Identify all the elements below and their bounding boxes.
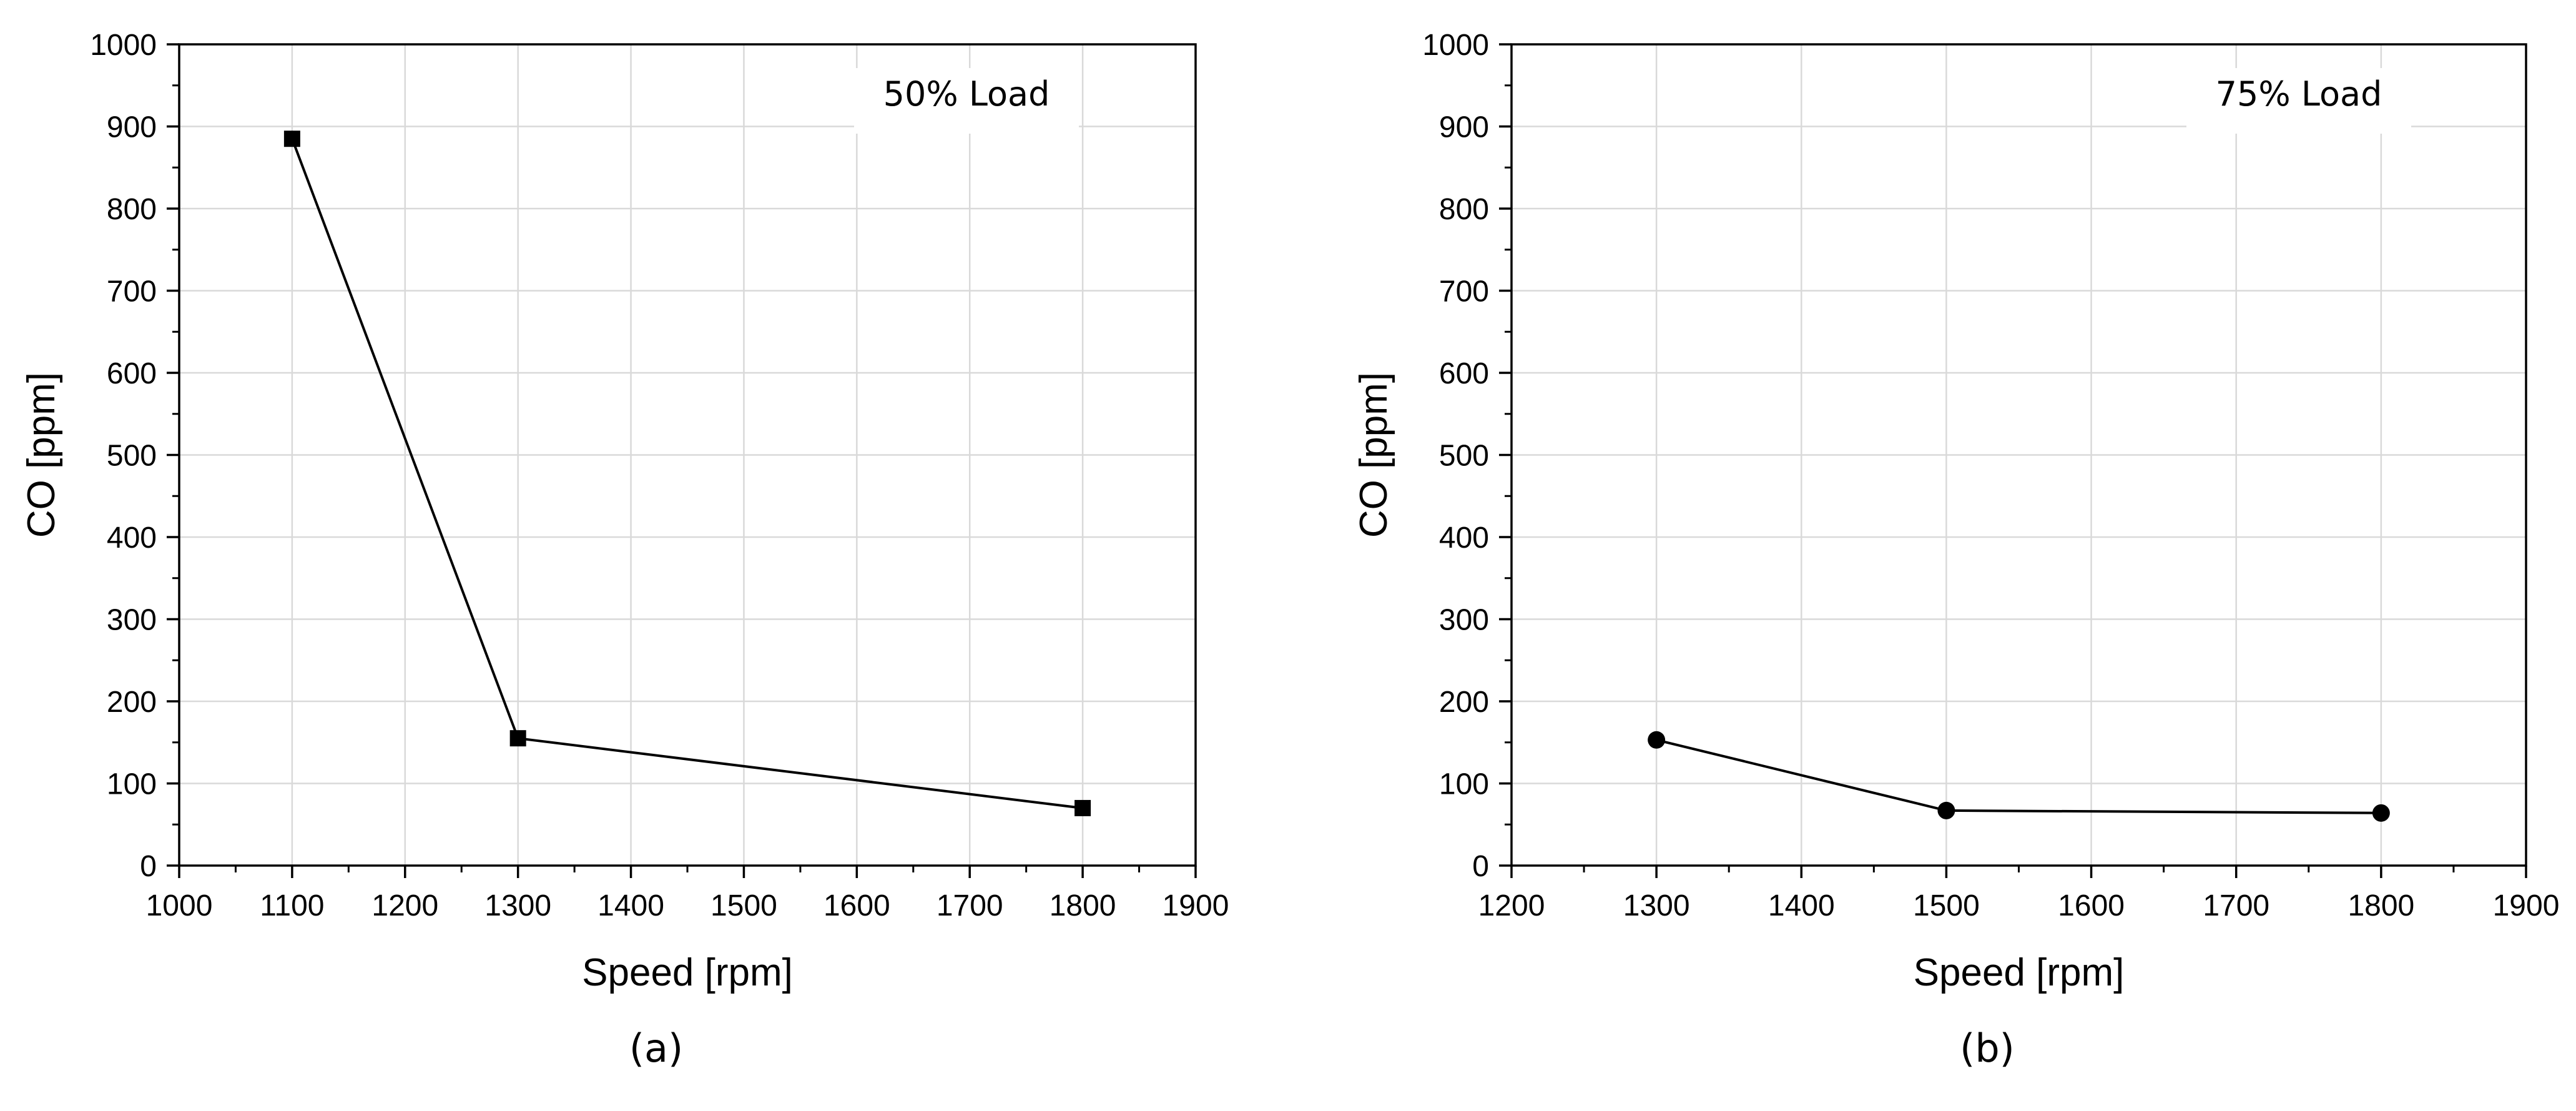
y-tick-label: 600	[1439, 357, 1489, 390]
y-tick-label: 0	[1472, 850, 1489, 883]
legend-label: 75% Load	[2216, 74, 2382, 114]
x-tick-label: 1300	[484, 889, 551, 922]
x-tick-label: 1300	[1623, 889, 1690, 922]
legend-box	[2186, 68, 2411, 134]
y-tick-label: 700	[1439, 275, 1489, 309]
series-line	[1656, 738, 2381, 814]
y-tick-label: 200	[1439, 686, 1489, 719]
data-point	[1648, 731, 1666, 749]
x-axis-label: Speed [rpm]	[582, 951, 793, 994]
x-tick-label: 1600	[2058, 889, 2125, 922]
y-tick-label: 100	[107, 768, 157, 801]
x-tick-label: 1100	[260, 889, 324, 922]
x-tick-label: 1900	[1163, 889, 1229, 922]
x-tick-label: 1700	[2203, 889, 2269, 922]
x-tick-label: 1200	[371, 889, 438, 922]
x-tick-label: 1500	[1913, 889, 1980, 922]
x-tick-label: 1500	[710, 889, 777, 922]
y-tick-label: 400	[107, 521, 157, 555]
data-point	[509, 730, 526, 747]
y-tick-label: 500	[1439, 440, 1489, 473]
data-point	[283, 131, 300, 147]
y-tick-label: 900	[107, 111, 157, 144]
y-tick-label: 1000	[1422, 29, 1489, 62]
x-tick-label: 1400	[1768, 889, 1835, 922]
y-tick-label: 800	[107, 193, 157, 226]
chart-panel-b: 75% Load 1200 1300 1400 1500 1600 1700 1800 1900…	[1352, 29, 2559, 1071]
legend-box	[854, 68, 1079, 134]
x-tick-label: 1900	[2493, 889, 2560, 922]
y-axis-label: CO [ppm]	[1352, 372, 1395, 538]
x-tick-label: 1400	[597, 889, 664, 922]
data-point	[2372, 804, 2390, 822]
y-tick-label: 300	[1439, 604, 1489, 637]
y-tick-label: 300	[107, 604, 157, 637]
x-axis-label: Speed [rpm]	[1914, 951, 2125, 994]
data-point	[1074, 799, 1091, 816]
legend-label: 50% Load	[883, 74, 1050, 114]
x-tick-label: 1200	[1478, 889, 1545, 922]
y-tick-label: 800	[1439, 193, 1489, 226]
x-tick-label: 1800	[1050, 889, 1116, 922]
y-tick-label: 0	[140, 850, 157, 883]
y-axis-label: CO [ppm]	[20, 372, 63, 538]
x-tick-label: 1000	[146, 889, 213, 922]
series-line	[291, 138, 1083, 809]
panel-label: (a)	[629, 1025, 683, 1071]
x-tick-label: 1600	[823, 889, 890, 922]
y-tick-label: 200	[107, 686, 157, 719]
y-tick-label: 500	[107, 440, 157, 473]
y-tick-label: 400	[1439, 521, 1489, 555]
y-tick-label: 900	[1439, 111, 1489, 144]
data-point	[1937, 801, 1955, 819]
y-tick-label: 600	[107, 357, 157, 390]
y-tick-label: 100	[1439, 768, 1489, 801]
x-tick-label: 1700	[937, 889, 1003, 922]
panel-label: (b)	[1960, 1025, 2015, 1071]
y-tick-label: 1000	[90, 29, 157, 62]
x-tick-label: 1800	[2347, 889, 2414, 922]
y-tick-label: 700	[107, 275, 157, 309]
